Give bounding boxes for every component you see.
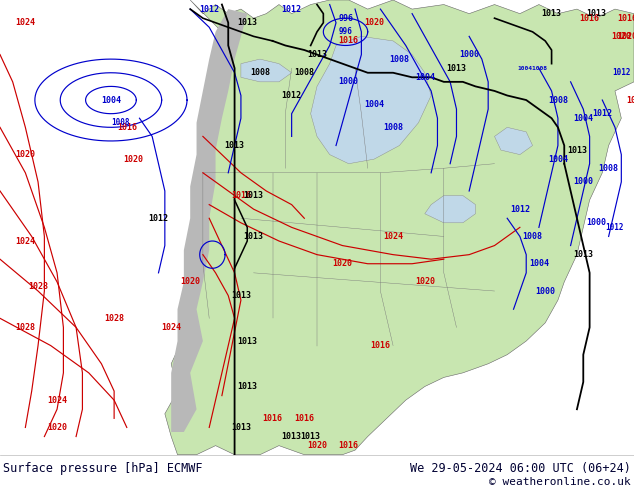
Text: 1012: 1012	[199, 4, 219, 14]
Text: 1000: 1000	[535, 287, 555, 295]
Text: 1013: 1013	[237, 382, 257, 391]
Polygon shape	[495, 127, 533, 155]
Text: 1013: 1013	[224, 141, 245, 150]
Text: 1008: 1008	[111, 118, 130, 127]
Text: 1024: 1024	[47, 395, 67, 405]
Text: 1016: 1016	[117, 123, 137, 132]
Text: 1008: 1008	[548, 96, 568, 104]
Text: 102: 102	[626, 96, 634, 104]
Text: 1012: 1012	[612, 68, 631, 77]
Text: 1008: 1008	[389, 54, 410, 64]
Text: 1004: 1004	[415, 73, 435, 82]
Text: 1004: 1004	[101, 96, 121, 104]
Text: 1024: 1024	[15, 237, 36, 245]
Text: Surface pressure [hPa] ECMWF: Surface pressure [hPa] ECMWF	[3, 462, 203, 475]
Text: 1020: 1020	[180, 277, 200, 287]
Polygon shape	[425, 196, 476, 223]
Text: 1016: 1016	[579, 14, 600, 23]
Text: 1028: 1028	[15, 323, 36, 332]
Text: 1020: 1020	[415, 277, 435, 287]
Text: 1008: 1008	[294, 68, 314, 77]
Text: 1016: 1016	[262, 414, 283, 423]
Polygon shape	[311, 36, 431, 164]
Text: 1013: 1013	[237, 18, 257, 27]
Text: 1013: 1013	[243, 191, 264, 200]
Text: 1012: 1012	[605, 223, 624, 232]
Text: 1020: 1020	[611, 32, 631, 41]
Text: 1016: 1016	[231, 191, 251, 200]
Text: 1000: 1000	[586, 219, 606, 227]
Text: 1004: 1004	[529, 259, 549, 268]
Polygon shape	[241, 59, 292, 82]
Text: 1013: 1013	[573, 250, 593, 259]
Text: 1008: 1008	[598, 164, 619, 173]
Text: 1000: 1000	[339, 77, 359, 86]
Text: We 29-05-2024 06:00 UTC (06+24): We 29-05-2024 06:00 UTC (06+24)	[410, 462, 631, 475]
Text: 1028: 1028	[104, 314, 124, 323]
Text: 1024: 1024	[161, 323, 181, 332]
Text: 1024: 1024	[383, 232, 403, 241]
Text: 1012: 1012	[281, 91, 302, 100]
Text: 1004: 1004	[364, 100, 384, 109]
Text: 996: 996	[339, 27, 353, 36]
Text: 1013: 1013	[307, 50, 327, 59]
Text: 1013: 1013	[231, 291, 251, 300]
Text: 1013: 1013	[541, 9, 562, 18]
Text: 1013: 1013	[243, 232, 264, 241]
Text: 1020: 1020	[307, 441, 327, 450]
Text: 1028: 1028	[28, 282, 48, 291]
Text: 1000: 1000	[459, 50, 479, 59]
Text: 1000: 1000	[573, 177, 593, 186]
Text: 1013: 1013	[301, 432, 321, 441]
Text: 1020: 1020	[618, 32, 634, 41]
Text: 1016: 1016	[618, 14, 634, 23]
Text: 1012: 1012	[148, 214, 169, 223]
Text: 1012: 1012	[281, 4, 302, 14]
Text: 10041008: 10041008	[517, 66, 548, 71]
Text: 1013: 1013	[567, 146, 587, 154]
Polygon shape	[171, 9, 247, 432]
Text: 1020: 1020	[364, 18, 384, 27]
Text: 1013: 1013	[446, 64, 467, 73]
Text: 1016: 1016	[294, 414, 314, 423]
Text: 1020: 1020	[15, 150, 36, 159]
Polygon shape	[165, 0, 634, 455]
Text: 1008: 1008	[250, 68, 270, 77]
Text: 1012: 1012	[592, 109, 612, 118]
Text: 1020: 1020	[123, 155, 143, 164]
Text: 1008: 1008	[383, 123, 403, 132]
Text: 1012: 1012	[510, 205, 530, 214]
Text: 1013: 1013	[281, 432, 302, 441]
Text: 1013: 1013	[231, 423, 251, 432]
Text: © weatheronline.co.uk: © weatheronline.co.uk	[489, 477, 631, 487]
Text: 1004: 1004	[548, 155, 568, 164]
Text: 1004: 1004	[573, 114, 593, 122]
Text: 1008: 1008	[522, 232, 543, 241]
Text: 1013: 1013	[237, 337, 257, 345]
Text: 1016: 1016	[339, 441, 359, 450]
Text: 1020: 1020	[332, 259, 353, 268]
Text: 996: 996	[338, 14, 353, 23]
Text: 1016: 1016	[370, 341, 391, 350]
Text: 1016: 1016	[339, 36, 359, 46]
Text: 1020: 1020	[47, 423, 67, 432]
Text: 1013: 1013	[586, 9, 606, 18]
Text: 1024: 1024	[15, 18, 36, 27]
